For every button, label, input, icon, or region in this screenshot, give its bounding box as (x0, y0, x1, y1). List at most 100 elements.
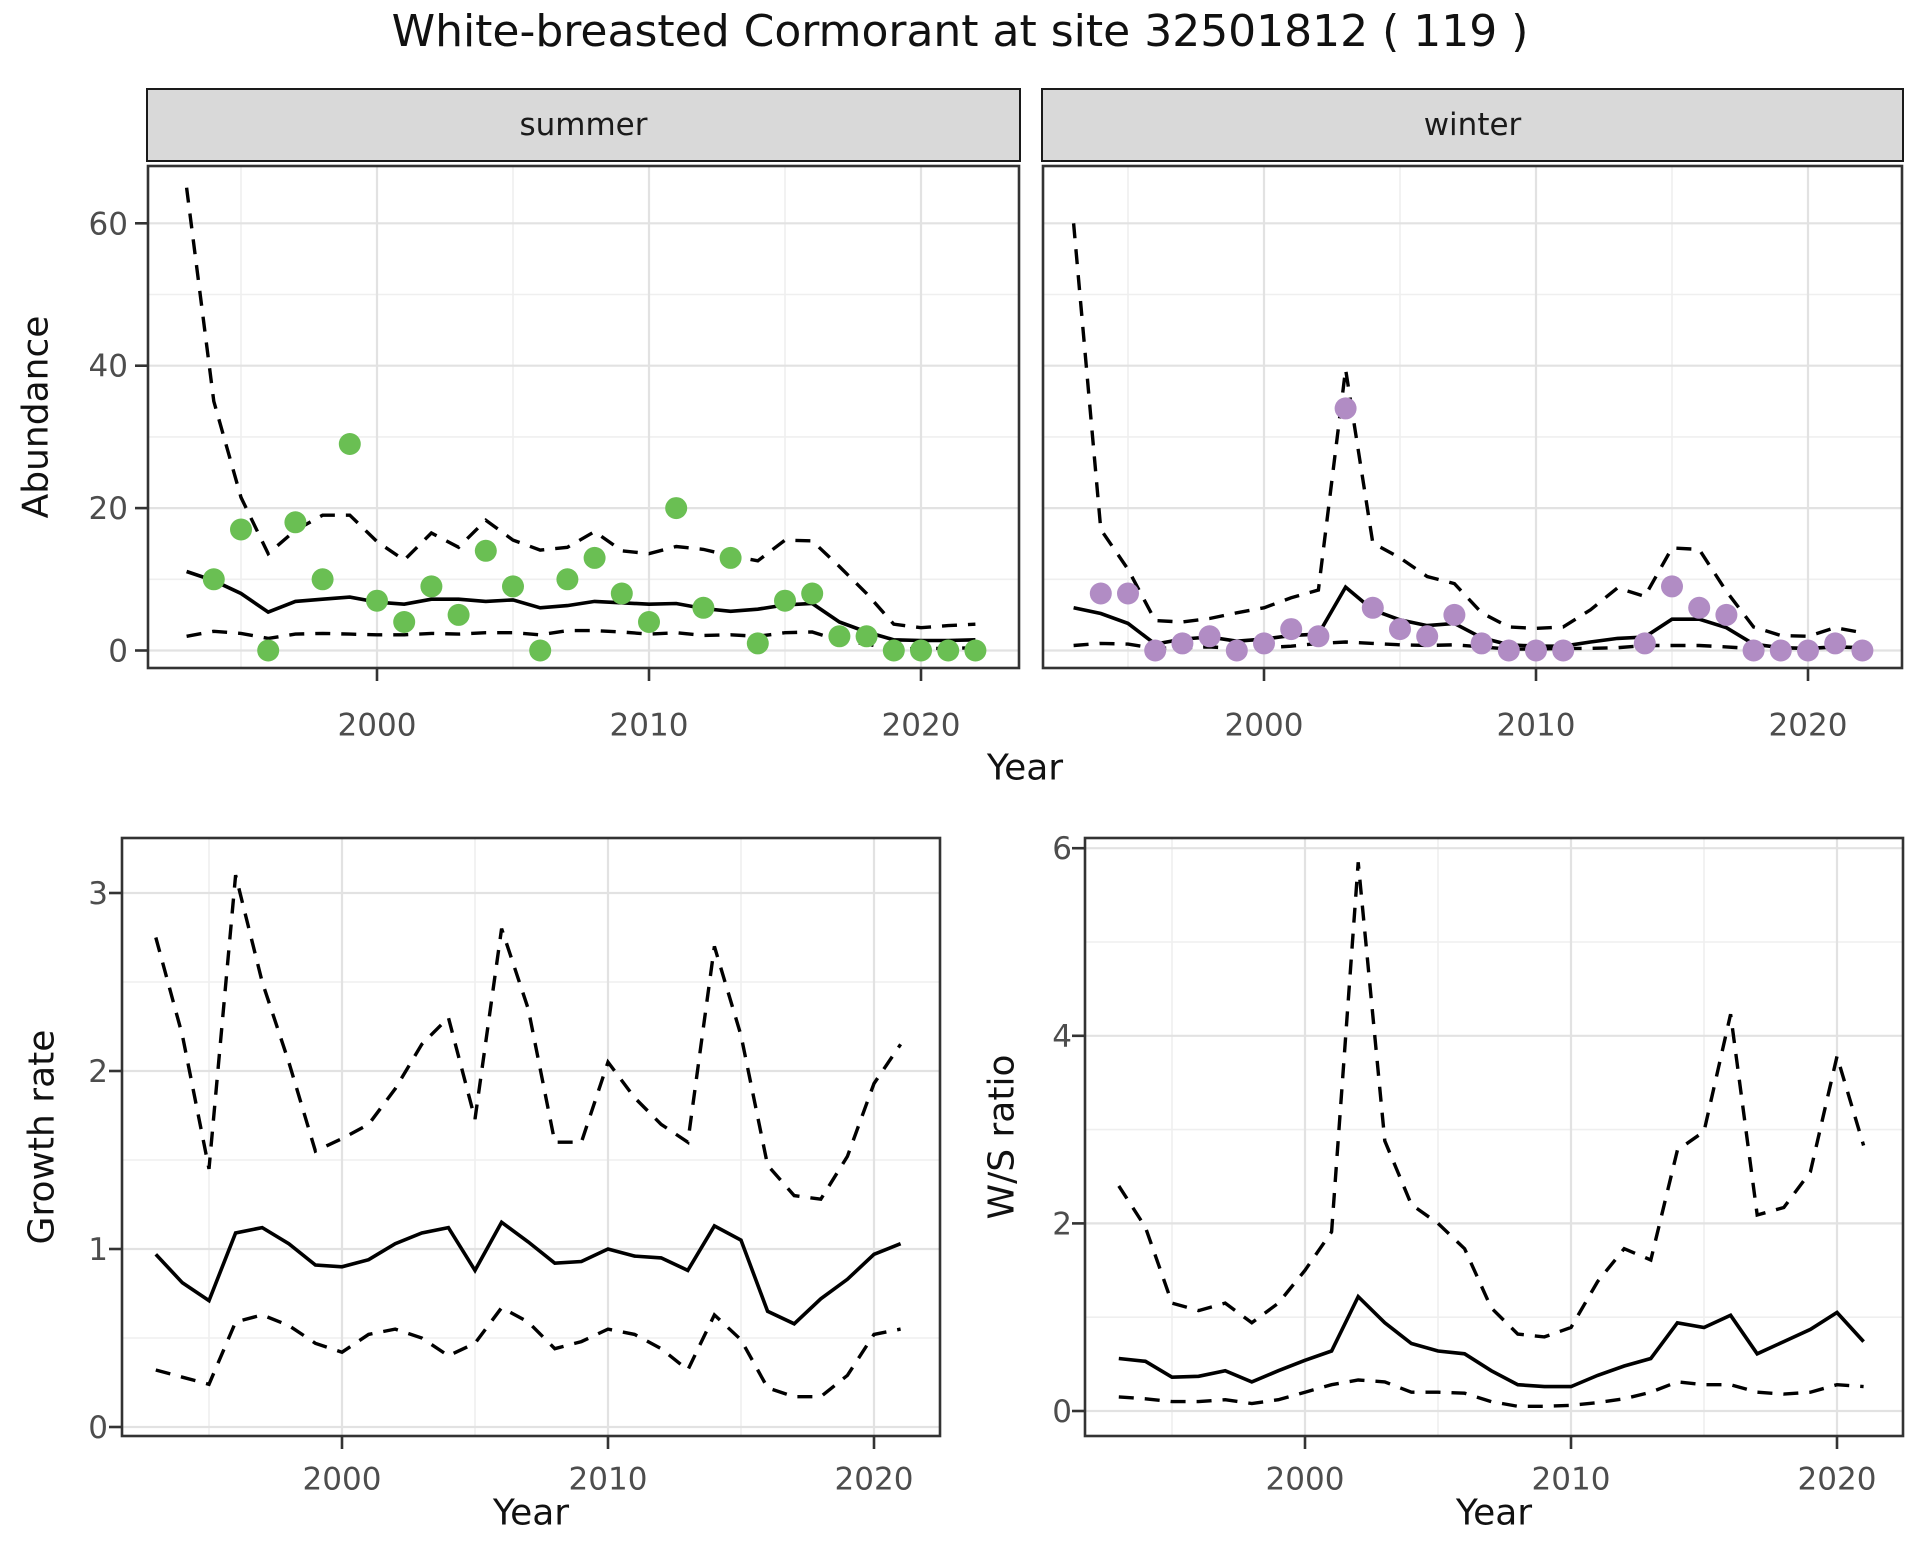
data-point (284, 511, 307, 534)
x-tick-label: 2010 (569, 1461, 648, 1497)
x-tick-label: 2020 (1798, 1461, 1877, 1497)
data-point (1715, 603, 1738, 626)
x-tick-label: 2000 (303, 1461, 382, 1497)
data-point (746, 632, 769, 655)
data-point (801, 582, 824, 605)
data-point (665, 497, 688, 520)
data-point (1633, 632, 1656, 655)
data-point (1198, 625, 1221, 648)
data-point (719, 546, 742, 569)
data-point (1851, 639, 1874, 662)
lower-ci-line (155, 1305, 901, 1399)
series-ws (1117, 862, 1866, 1408)
data-point (1688, 596, 1711, 619)
mean-line (154, 1219, 902, 1326)
data-point (1089, 582, 1112, 605)
x-axis-title-year-bottom-right: Year (1455, 1492, 1533, 1534)
y-tick-label: 40 (89, 349, 128, 385)
data-point (1824, 632, 1847, 655)
upper-ci-line (1117, 862, 1866, 1339)
data-point (1497, 639, 1520, 662)
data-point (1769, 639, 1792, 662)
lower-ci-line (1118, 1378, 1864, 1408)
series-growth (154, 874, 903, 1399)
data-point (366, 589, 388, 612)
data-point (1389, 618, 1411, 641)
data-point (230, 518, 252, 541)
data-point (1742, 639, 1765, 662)
data-point (1797, 639, 1819, 662)
page-title: White-breasted Cormorant at site 3250181… (391, 6, 1529, 57)
x-tick-label: 2010 (1497, 707, 1576, 743)
data-point (420, 575, 443, 598)
upper-ci-line (154, 874, 903, 1202)
y-tick-label: 20 (89, 491, 128, 527)
data-point (529, 639, 552, 662)
upper-ci-line (1071, 223, 1863, 639)
y-tick-label: 6 (1052, 831, 1072, 867)
data-point (1253, 632, 1275, 655)
data-point (1334, 397, 1357, 420)
x-axis-title-year-bottom-left: Year (492, 1492, 570, 1534)
data-point (1552, 639, 1575, 662)
panel-winter: 2000 2010 2020 (1041, 164, 1904, 743)
data-point (1470, 632, 1493, 655)
data-point (257, 639, 280, 662)
data-point (937, 639, 960, 662)
data-point (474, 539, 497, 562)
data-point (1307, 625, 1330, 648)
mean-line (1118, 1293, 1865, 1389)
data-point (338, 433, 361, 455)
y-tick-label: 0 (1052, 1394, 1072, 1430)
data-point (828, 625, 851, 648)
x-tick-label: 2000 (1266, 1461, 1345, 1497)
x-tick-label: 2010 (1532, 1461, 1611, 1497)
panel-ws: 2000 2010 2020 0 2 4 6 (1052, 831, 1905, 1497)
data-point (1144, 639, 1167, 662)
y-axis-title-abundance: Abundance (15, 315, 57, 519)
series-winter (1071, 223, 1874, 662)
y-tick-label: 60 (89, 206, 128, 242)
facet-strip-summer: summer (146, 88, 1021, 162)
data-point (610, 582, 633, 605)
data-point (855, 625, 878, 648)
facet-strip-winter-label: winter (1423, 107, 1522, 143)
data-point (910, 639, 932, 662)
data-point (964, 639, 987, 662)
y-axis-title-growth-rate: Growth rate (21, 1029, 63, 1245)
data-point (1361, 596, 1384, 619)
data-point (447, 603, 470, 626)
data-point (1225, 639, 1248, 662)
y-tick-label: 2 (1052, 1206, 1072, 1242)
y-tick-label: 0 (108, 634, 128, 670)
y-tick-label: 4 (1052, 1019, 1072, 1055)
data-point (1117, 582, 1139, 605)
y-tick-label: 2 (88, 1054, 108, 1090)
panel-summer: 2000 2010 2020 0 20 40 60 (89, 164, 1021, 743)
data-point (583, 546, 606, 569)
data-point (502, 575, 524, 598)
data-point (638, 611, 660, 633)
upper-ci-line (184, 187, 976, 630)
data-point (774, 589, 796, 612)
data-point (1416, 625, 1439, 648)
data-point (882, 639, 905, 662)
x-tick-label: 2020 (882, 707, 961, 743)
data-point (1280, 618, 1303, 641)
lower-ci-line (1073, 640, 1863, 651)
data-point (1443, 603, 1466, 626)
mean-line (186, 569, 976, 643)
panel-growth: 2000 2010 2020 0 1 2 3 (88, 836, 942, 1497)
y-axis-title-ws-ratio: W/S ratio (981, 1054, 1023, 1220)
data-point (1661, 575, 1683, 598)
facet-strip-winter: winter (1041, 88, 1904, 162)
data-point (311, 568, 334, 591)
x-tick-label: 2020 (835, 1461, 914, 1497)
y-tick-label: 0 (88, 1410, 108, 1446)
series-summer (184, 187, 987, 662)
x-tick-label: 2010 (610, 707, 689, 743)
x-tick-label: 2000 (1225, 707, 1304, 743)
facet-strip-summer-label: summer (519, 107, 648, 143)
y-tick-label: 1 (88, 1232, 108, 1268)
x-tick-label: 2000 (338, 707, 417, 743)
